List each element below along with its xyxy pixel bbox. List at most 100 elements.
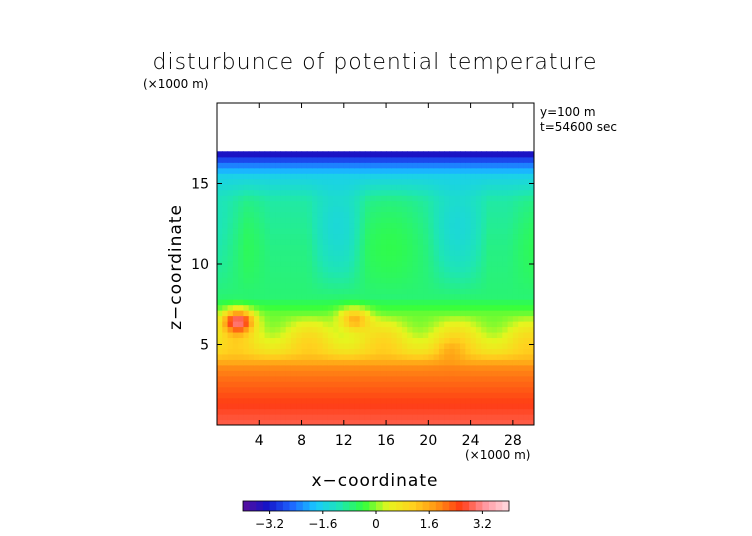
heatmap-cell xyxy=(481,310,488,317)
heatmap-cell xyxy=(264,200,271,207)
heatmap-cell xyxy=(401,184,408,191)
heatmap-cell xyxy=(475,408,482,415)
heatmap-cell xyxy=(438,375,445,382)
heatmap-cell xyxy=(264,315,271,322)
heatmap-cell xyxy=(370,375,377,382)
heatmap-cell xyxy=(232,222,239,229)
heatmap-cell xyxy=(449,255,456,262)
heatmap-cell xyxy=(269,414,276,421)
heatmap-cell xyxy=(412,403,419,410)
y-axis-label: z−coordinate xyxy=(166,204,186,330)
heatmap-cell xyxy=(306,282,313,289)
colorbar-swatch xyxy=(256,501,264,511)
heatmap-cell xyxy=(327,178,334,185)
heatmap-cell xyxy=(364,206,371,213)
heatmap-cell xyxy=(312,375,318,382)
heatmap-cell xyxy=(444,216,451,224)
heatmap-cell xyxy=(354,326,361,333)
heatmap-cell xyxy=(438,211,445,218)
heatmap-cell xyxy=(465,403,472,410)
heatmap-cell xyxy=(370,337,377,344)
heatmap-cell xyxy=(380,348,387,355)
colorbar-swatch xyxy=(442,501,450,511)
heatmap-cell xyxy=(433,184,440,191)
heatmap-cell xyxy=(370,271,377,278)
heatmap-cell xyxy=(253,364,260,371)
heatmap-cell xyxy=(380,206,387,213)
heatmap-cell xyxy=(301,173,308,180)
heatmap-cell xyxy=(259,178,266,185)
heatmap-cell xyxy=(523,359,530,366)
heatmap-cell xyxy=(349,211,355,218)
heatmap-cell xyxy=(460,331,466,339)
heatmap-cell xyxy=(444,326,451,333)
heatmap-cell xyxy=(290,414,297,421)
heatmap-cell xyxy=(238,249,245,256)
heatmap-cell xyxy=(264,249,271,256)
heatmap-cell xyxy=(528,244,534,251)
heatmap-cell xyxy=(275,414,281,421)
heatmap-cell xyxy=(306,326,313,333)
heatmap-cell xyxy=(327,184,334,191)
heatmap-cell xyxy=(423,216,429,224)
heatmap-cell xyxy=(296,331,303,339)
heatmap-cell xyxy=(380,244,387,251)
heatmap-cell xyxy=(322,359,329,366)
heatmap-cell xyxy=(502,414,509,421)
heatmap-cell xyxy=(354,156,361,163)
heatmap-cell xyxy=(354,310,361,317)
heatmap-cell xyxy=(253,260,260,267)
heatmap-cell xyxy=(386,320,392,328)
heatmap-cell xyxy=(523,288,530,295)
heatmap-cell xyxy=(491,211,498,218)
heatmap-cell xyxy=(523,315,530,322)
heatmap-cell xyxy=(359,162,366,169)
heatmap-cell xyxy=(391,195,398,202)
heatmap-cell xyxy=(465,342,472,349)
heatmap-cell xyxy=(507,216,514,224)
heatmap-cell xyxy=(243,331,250,339)
heatmap-cell xyxy=(475,178,482,185)
heatmap-cell xyxy=(438,249,445,256)
colorbar-swatch xyxy=(349,501,357,511)
heatmap-cell xyxy=(253,348,260,355)
heatmap-cell xyxy=(364,151,371,158)
heatmap-cell xyxy=(317,282,324,289)
heatmap-cell xyxy=(423,227,429,235)
heatmap-cell xyxy=(380,200,387,207)
heatmap-cell xyxy=(364,255,371,262)
heatmap-cell xyxy=(491,277,498,284)
heatmap-cell xyxy=(417,337,424,344)
heatmap-cell xyxy=(338,178,345,185)
heatmap-cell xyxy=(343,249,350,256)
heatmap-cell xyxy=(481,304,488,311)
heatmap-cell xyxy=(275,359,281,366)
heatmap-cell xyxy=(285,397,292,404)
heatmap-cell xyxy=(391,310,398,317)
heatmap-cell xyxy=(343,238,350,245)
heatmap-cell xyxy=(343,403,350,410)
heatmap-cell xyxy=(306,200,313,207)
heatmap-cell xyxy=(507,381,514,388)
heatmap-cell xyxy=(333,184,340,191)
heatmap-cell xyxy=(354,238,361,245)
heatmap-cell xyxy=(264,211,271,218)
heatmap-cell xyxy=(327,408,334,415)
heatmap-cell xyxy=(528,238,534,245)
heatmap-cell xyxy=(248,304,255,311)
heatmap-cell xyxy=(460,337,466,344)
heatmap-cell xyxy=(401,266,408,273)
heatmap-cell xyxy=(217,299,223,306)
heatmap-cell xyxy=(412,408,419,415)
heatmap-cell xyxy=(312,222,318,229)
heatmap-cell xyxy=(312,249,318,256)
heatmap-cell xyxy=(232,359,239,366)
heatmap-cell xyxy=(470,216,477,224)
heatmap-cell xyxy=(306,310,313,317)
heatmap-cell xyxy=(454,282,461,289)
heatmap-cell xyxy=(338,211,345,218)
heatmap-cell xyxy=(338,282,345,289)
heatmap-cell xyxy=(338,381,345,388)
heatmap-cell xyxy=(396,211,403,218)
heatmap-cell xyxy=(512,249,519,256)
